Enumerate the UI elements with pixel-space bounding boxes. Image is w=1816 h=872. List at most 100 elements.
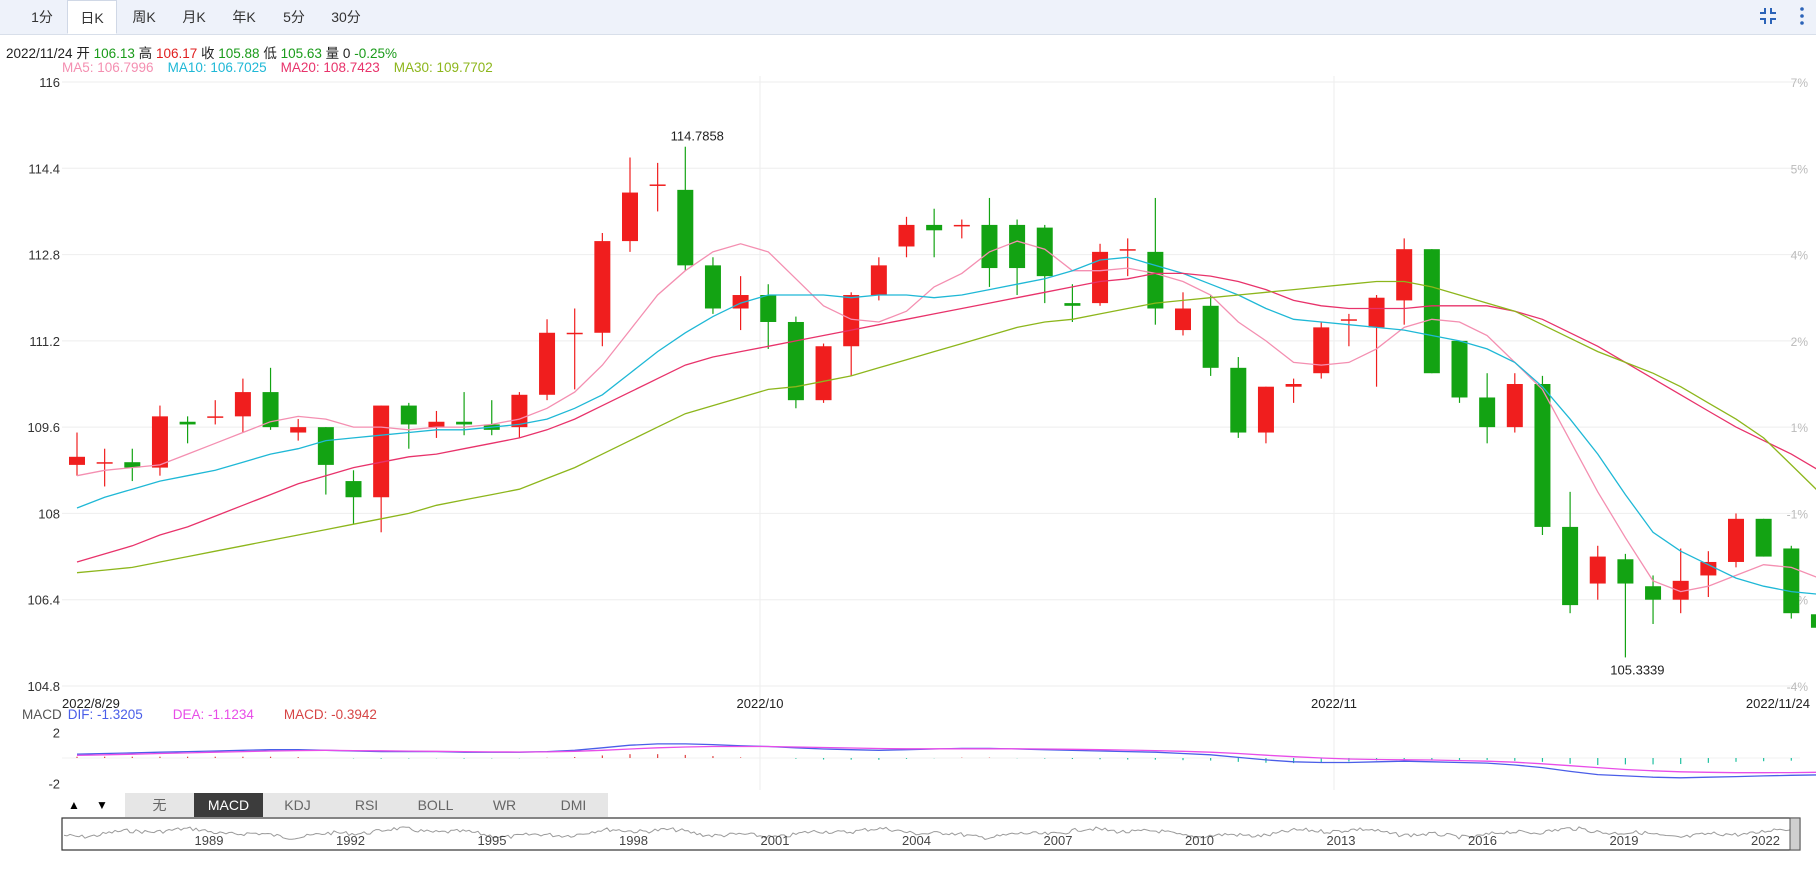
tab-monthly-k[interactable]: 月K <box>182 9 206 25</box>
candle-body <box>1672 580 1689 600</box>
tab-5min[interactable]: 5分 <box>283 9 305 25</box>
candle-body <box>456 421 473 425</box>
macd-legend: MACD DIF: -1.3205 DEA: -1.1234 MACD: -0.394… <box>22 707 407 722</box>
candle-body <box>926 224 943 231</box>
candle-body <box>566 332 583 335</box>
x-tick-label: 2022/10 <box>737 696 784 711</box>
y-right-tick-label: 1% <box>1791 421 1809 435</box>
tab-weekly-k[interactable]: 周K <box>132 9 156 25</box>
candle-body <box>1617 559 1634 584</box>
indicator-tab-macd[interactable]: MACD <box>194 793 264 817</box>
volume-value: 0 <box>342 46 351 61</box>
candle-body <box>594 241 611 333</box>
ma-line-ma30 <box>76 280 1816 574</box>
candle-body <box>151 416 168 468</box>
dea-legend: DEA: -1.1234 <box>172 707 254 722</box>
candle-body <box>1036 227 1053 277</box>
price-axis: 116 114.4 112.8 111.2 109.6 108 106.4 104.8 <box>27 75 60 694</box>
candle-body <box>1230 367 1247 433</box>
candle-body <box>1479 397 1496 428</box>
candle-body <box>1534 384 1551 527</box>
info-date: 2022/11/24 <box>6 46 73 61</box>
candle-body <box>787 321 804 401</box>
chart-grid <box>62 76 1800 790</box>
candle-body <box>1202 305 1219 368</box>
close-value: 105.88 <box>218 46 260 61</box>
scroll-down-button[interactable]: ▼ <box>96 798 108 812</box>
ma5-legend: MA5: 106.7996 <box>62 60 154 75</box>
candle-body <box>400 405 417 425</box>
navigator-year-label: 2007 <box>1044 833 1073 848</box>
tab-yearly-k[interactable]: 年K <box>232 9 256 25</box>
candle-body <box>428 421 445 428</box>
candle-body <box>981 224 998 269</box>
navigator-handle <box>1789 817 1801 851</box>
y-tick-label: 111.2 <box>29 334 60 349</box>
candle-body <box>1340 319 1357 321</box>
ma30-legend: MA30: 109.7702 <box>393 60 493 75</box>
tab-1min[interactable]: 1分 <box>31 9 53 25</box>
indicator-tab-rsi[interactable]: RSI <box>332 793 402 817</box>
candle-body <box>1285 384 1302 387</box>
candle-body <box>760 295 777 322</box>
navigator-line <box>63 826 1796 840</box>
y-right-tick-label: 7% <box>1791 76 1809 90</box>
candle-body <box>870 265 887 296</box>
tab-daily-k[interactable]: 日K <box>67 0 117 34</box>
candle-body <box>1506 384 1523 428</box>
indicator-tab-kdj[interactable]: KDJ <box>263 793 333 817</box>
candle-body <box>1092 251 1109 304</box>
y-tick-label: 109.6 <box>27 420 60 435</box>
candle-body <box>843 295 860 347</box>
candle-body <box>234 392 251 417</box>
x-tick-label: 2022/11/24 <box>1746 696 1810 711</box>
navigator-year-label: 1995 <box>478 833 507 848</box>
macd-value-legend: MACD: -0.3942 <box>283 707 377 722</box>
candle-body <box>1562 526 1579 606</box>
candle-body <box>1257 386 1274 433</box>
navigator-year-label: 2019 <box>1610 833 1639 848</box>
indicator-tab-dmi[interactable]: DMI <box>539 793 609 817</box>
candle-body <box>1175 308 1191 331</box>
candle-body <box>1645 586 1662 600</box>
indicator-tab-none[interactable]: 无 <box>125 793 195 817</box>
candle-body <box>1810 614 1816 628</box>
candle-body <box>1755 518 1772 557</box>
ma10-legend: MA10: 106.7025 <box>167 60 267 75</box>
macd-label: MACD <box>22 707 62 722</box>
tab-30min[interactable]: 30分 <box>331 9 361 25</box>
navigator-year-label: 2004 <box>902 833 931 848</box>
candle-body <box>898 224 915 247</box>
navigator-year-label: 2010 <box>1185 833 1214 848</box>
indicator-tab-wr[interactable]: WR <box>470 793 540 817</box>
open-value: 106.13 <box>93 46 135 61</box>
y-tick-label: 104.8 <box>27 679 60 694</box>
candle-body <box>1147 251 1164 309</box>
candle-body <box>262 392 279 428</box>
candle-body <box>1009 224 1026 269</box>
scroll-up-button[interactable]: ▲ <box>68 798 80 812</box>
candle-body <box>1119 249 1136 251</box>
candle-body <box>1451 340 1468 398</box>
y-tick-label: 116 <box>39 75 60 90</box>
period-tab-bar: 1分 日K 周K 月K 年K 5分 30分 <box>0 0 1816 35</box>
candle-body <box>1728 518 1744 562</box>
navigator-year-label: 1992 <box>336 833 365 848</box>
indicator-tab-boll[interactable]: BOLL <box>401 793 471 817</box>
collapse-icon[interactable] <box>1758 6 1778 31</box>
navigator-year-label: 2013 <box>1327 833 1356 848</box>
candle-body <box>1368 297 1385 328</box>
y-tick-label: 112.8 <box>28 248 60 263</box>
date-axis: 2022/8/29 2022/10 2022/11 2022/11/24 <box>62 696 1810 711</box>
candle-body <box>649 184 666 186</box>
more-vertical-icon[interactable] <box>1798 6 1806 31</box>
low-value: 105.63 <box>280 46 322 61</box>
ma-legend: MA5: 106.7996 MA10: 106.7025 MA20: 108.742… <box>62 60 507 75</box>
navigator[interactable]: 1989 1992 1995 1998 2001 2004 2007 2010 2013 2016… <box>61 817 1801 851</box>
candle-body <box>290 427 307 433</box>
navigator-year-label: 2016 <box>1468 833 1497 848</box>
candle-body <box>345 481 362 498</box>
candle-body <box>953 224 970 227</box>
candle-body <box>815 346 832 401</box>
macd-tick-label: -2 <box>48 777 60 792</box>
